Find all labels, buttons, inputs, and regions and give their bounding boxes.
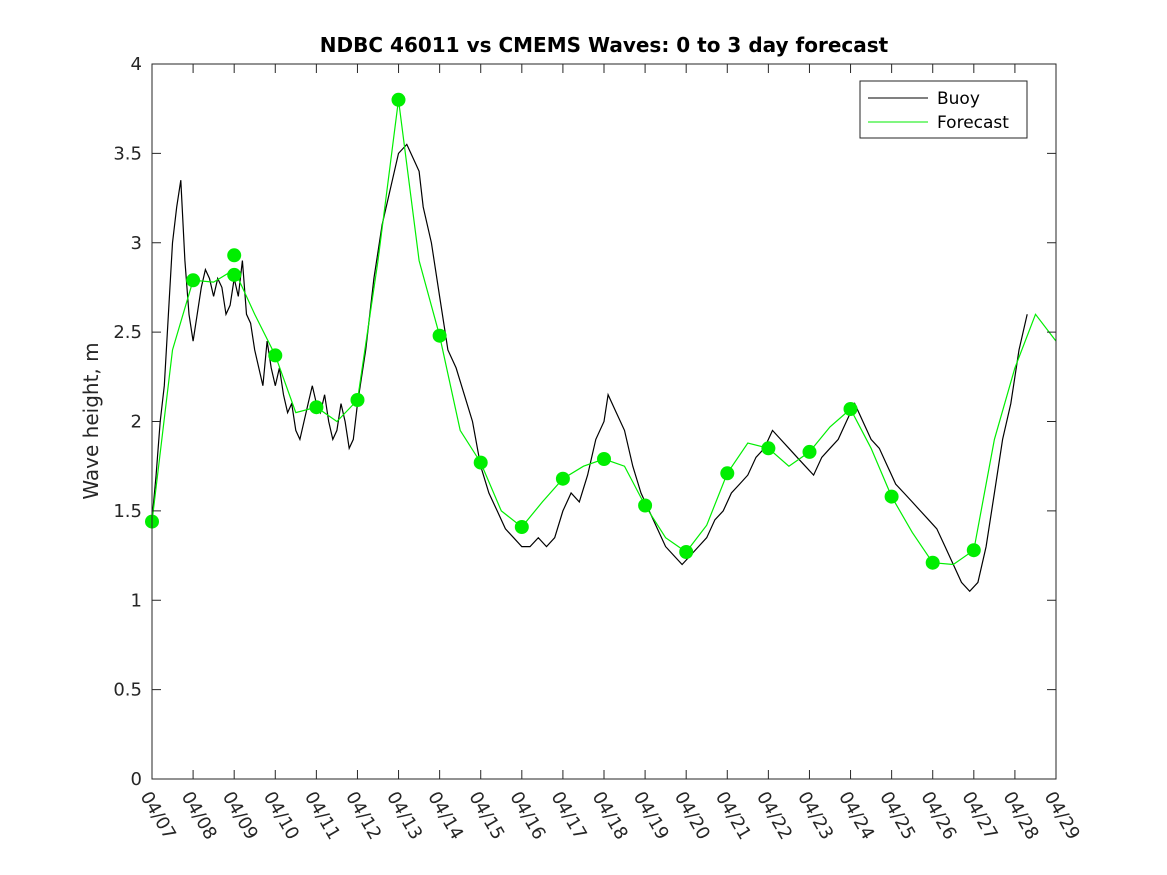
chart-title: NDBC 46011 vs CMEMS Waves: 0 to 3 day fo… <box>320 33 889 57</box>
forecast-marker <box>514 520 529 534</box>
forecast-marker <box>802 444 817 459</box>
forecast-marker <box>309 400 324 415</box>
y-tick-label: 2 <box>131 412 142 433</box>
forecast-marker <box>350 393 365 407</box>
forecast-marker <box>761 441 776 456</box>
y-axis: 0 0.5 1 1.5 2 2.5 3 3.5 4 <box>113 54 1056 790</box>
forecast-marker <box>884 489 899 504</box>
forecast-marker <box>186 273 201 288</box>
forecast-marker <box>555 471 570 486</box>
forecast-marker <box>268 348 283 363</box>
forecast-marker <box>679 545 694 559</box>
forecast-marker <box>925 555 940 570</box>
legend-forecast-label: Forecast <box>937 113 1009 133</box>
forecast-markers <box>145 92 981 570</box>
series-line-buoy <box>151 143 1028 593</box>
y-tick-label: 2.5 <box>113 322 142 343</box>
forecast-marker <box>473 455 488 470</box>
y-tick-label: 4 <box>131 54 142 75</box>
legend: Buoy Forecast <box>859 80 1028 139</box>
legend-box <box>859 80 1028 139</box>
y-tick-label: 0.5 <box>113 680 142 701</box>
forecast-marker <box>966 543 981 558</box>
y-tick-label: 3 <box>131 233 142 254</box>
forecast-marker <box>432 328 447 343</box>
forecast-marker <box>720 466 735 481</box>
forecast-marker <box>597 452 611 466</box>
y-tick-label: 0 <box>131 769 142 790</box>
y-tick-label: 3.5 <box>113 143 142 164</box>
legend-buoy-label: Buoy <box>937 89 980 109</box>
forecast-marker <box>391 92 406 107</box>
forecast-marker <box>638 498 653 513</box>
y-axis-label: Wave height, m <box>79 342 103 499</box>
forecast-marker <box>227 267 242 282</box>
forecast-marker <box>843 402 858 416</box>
y-tick-label: 1 <box>131 590 142 611</box>
y-tick-label: 1.5 <box>113 501 142 522</box>
forecast-marker <box>227 248 242 263</box>
